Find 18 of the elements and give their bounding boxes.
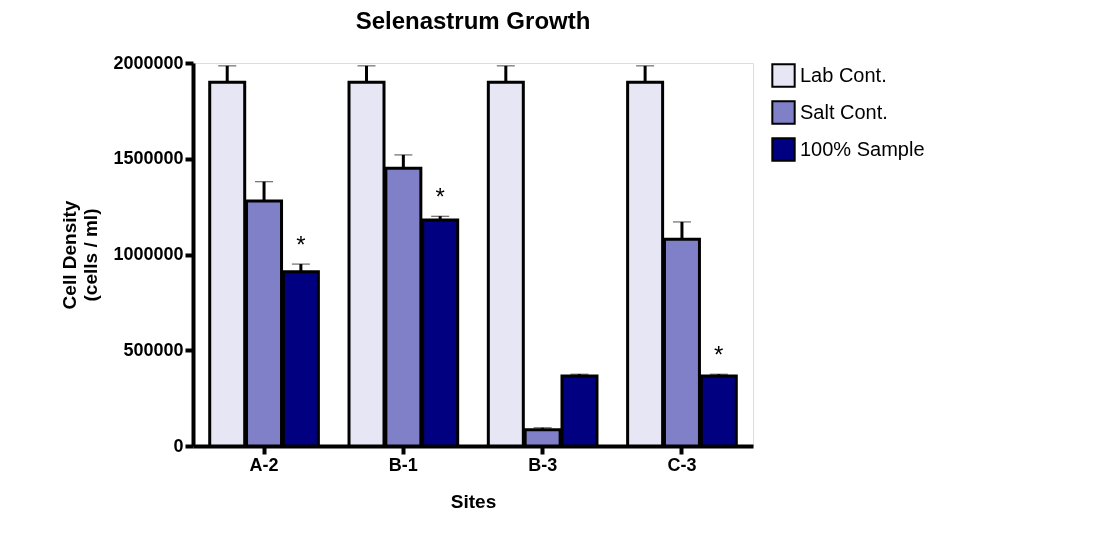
y-tick-label: 1000000 [113,244,184,264]
data-label: * [435,183,445,211]
chart-title: Selenastrum Growth [355,7,591,34]
legend-label: Salt Cont. [800,100,888,123]
x-tick-label: A-2 [249,454,279,475]
x-axis-title: Sites [450,490,497,512]
x-tick-label: C-3 [667,454,697,475]
y-axis-title: Cell Density (cells / ml) [59,200,102,310]
y-tick-label: 1500000 [113,148,184,169]
y-tick-label: 0 [173,435,184,456]
y-tick-label: 500000 [123,339,184,360]
legend-label: 100% Sample [800,137,925,160]
data-label: * [714,341,724,369]
legend-label: Lab Cont. [800,63,887,86]
data-label: * [296,231,306,259]
x-tick-label: B-3 [528,454,558,475]
x-tick-label: B-1 [388,454,418,475]
y-tick-label: 2000000 [113,52,184,73]
